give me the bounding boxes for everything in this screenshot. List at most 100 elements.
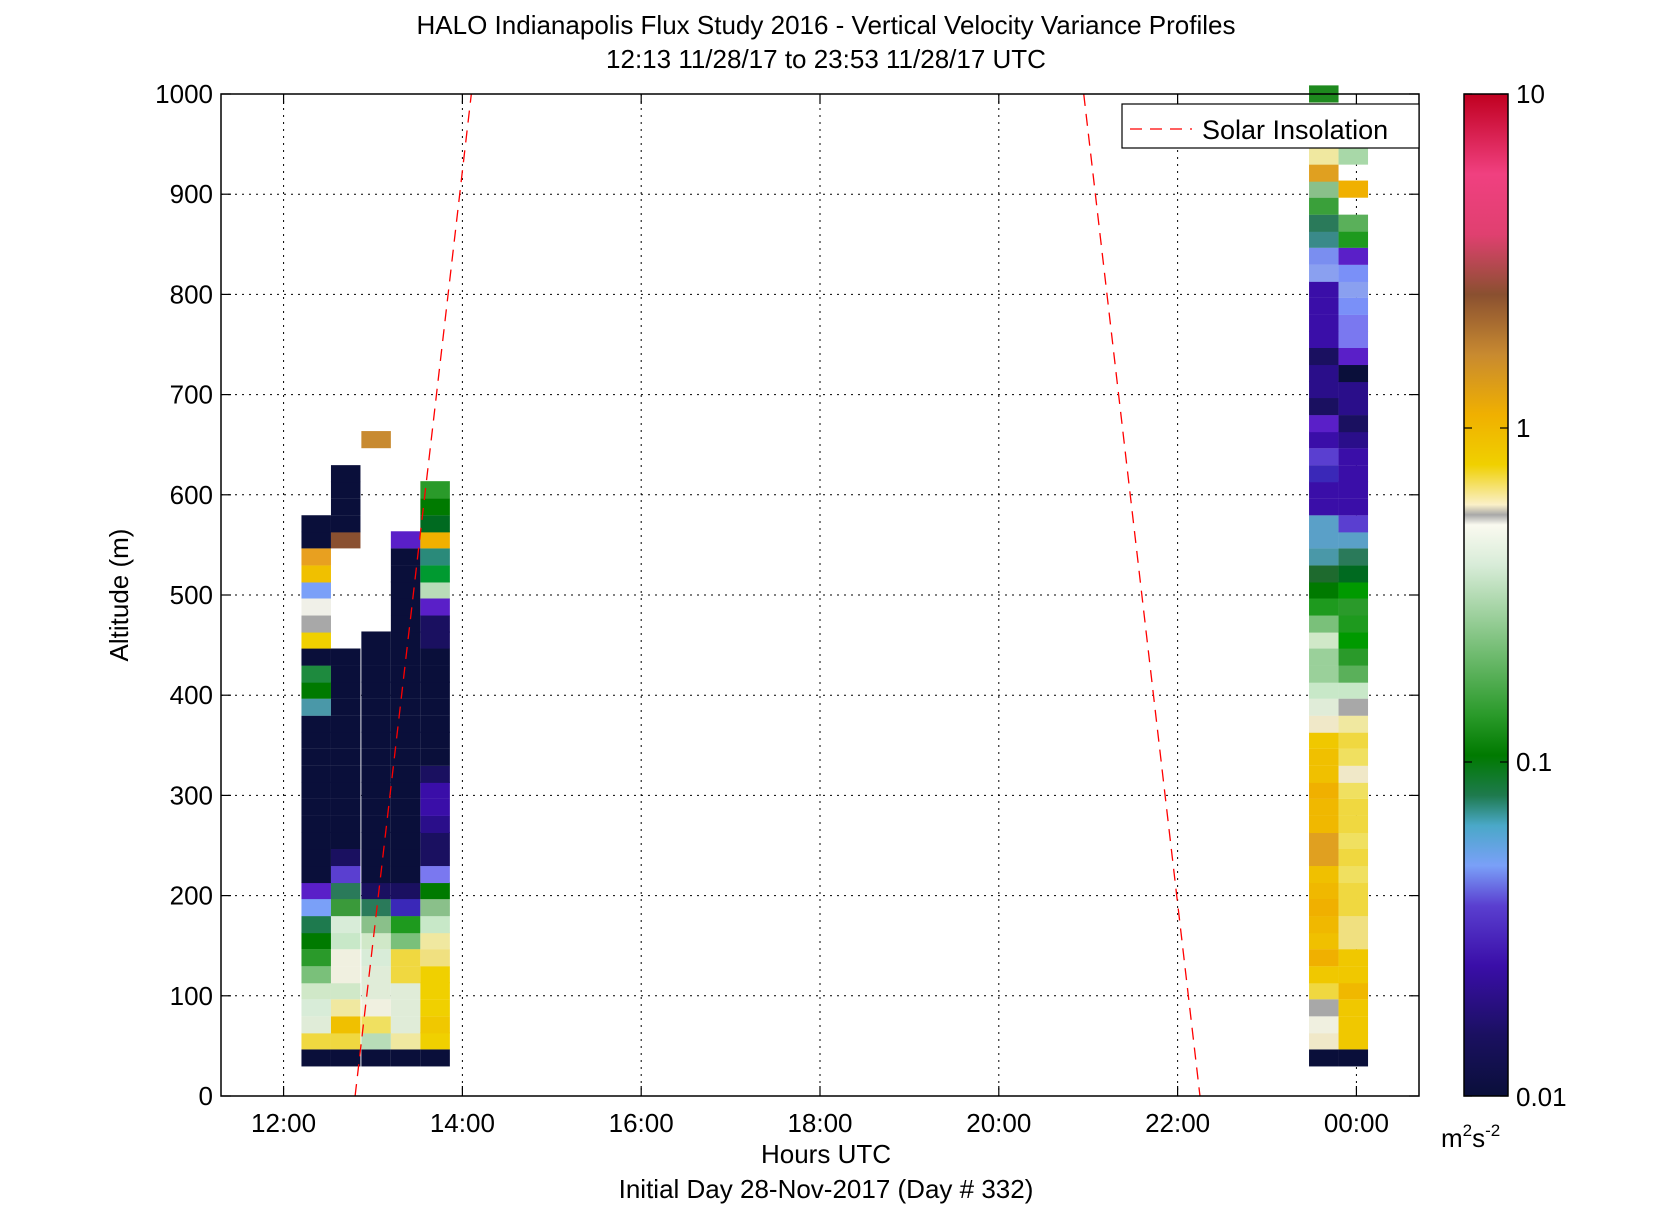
y-tick-label: 200: [170, 881, 213, 911]
heatmap-cell: [1338, 681, 1369, 699]
colorbar-tick-label: 10: [1516, 79, 1545, 109]
heatmap-cell: [1309, 765, 1339, 783]
x-axis: 12:00 14:00 16:00 18:00 20:00 22:00 00:00: [251, 94, 1389, 1138]
heatmap-cell: [361, 966, 391, 984]
heatmap-cell: [330, 698, 361, 716]
heatmap-cell: [330, 748, 361, 766]
heatmap-cell: [1338, 481, 1369, 499]
heatmap-cell: [390, 899, 421, 917]
heatmap-cell: [301, 715, 331, 733]
heatmap-cell: [1309, 781, 1339, 799]
heatmap-cell: [1338, 330, 1369, 349]
heatmap-cell: [420, 781, 450, 799]
heatmap-cell: [420, 848, 450, 867]
heatmap-cell: [330, 681, 361, 699]
heatmap-cell: [1338, 214, 1369, 232]
heatmap-cell: [390, 598, 421, 616]
heatmap-cell: [361, 899, 391, 917]
heatmap-cell: [1338, 1016, 1369, 1034]
heatmap-cell: [1338, 515, 1369, 533]
heatmap-cell: [361, 815, 391, 833]
heatmap-cell: [1309, 665, 1339, 683]
heatmap-cell: [420, 681, 450, 699]
heatmap-cell: [420, 698, 450, 716]
heatmap-cell: [1309, 598, 1339, 616]
heatmap-cell: [301, 515, 331, 533]
heatmap-cell: [1338, 916, 1369, 934]
heatmap-cell: [330, 982, 361, 1000]
heatmap-cell: [1338, 280, 1369, 298]
colorbar-gradient: [1463, 93, 1509, 1097]
y-axis-label: Altitude (m): [104, 529, 134, 662]
heatmap-cell: [330, 899, 361, 917]
heatmap-cell: [1309, 966, 1339, 984]
y-axis: 0 100 200 300 400 500 600 700 800 900 1000: [155, 79, 1419, 1111]
heatmap-cell: [420, 665, 450, 683]
colorbar-unit: m2s-2: [1441, 1121, 1500, 1153]
heatmap-cell: [1309, 865, 1339, 884]
colorbar-ticks: 0.01 0.1 1 10: [1464, 79, 1567, 1112]
heatmap-cell: [390, 765, 421, 783]
heatmap-cell: [390, 848, 421, 867]
heatmap-cell: [330, 531, 361, 549]
heatmap-cell: [330, 781, 361, 799]
heatmap-cell: [390, 881, 421, 900]
heatmap-cell: [1309, 297, 1339, 315]
heatmap-cell: [1338, 698, 1369, 716]
heatmap-cell: [361, 949, 391, 967]
heatmap-cell: [1309, 347, 1339, 366]
heatmap-cell: [1309, 481, 1339, 499]
heatmap-cell: [390, 781, 421, 799]
heatmap-cell: [390, 916, 421, 934]
heatmap-cell: [361, 831, 391, 850]
colorbar-tick-label: 0.1: [1516, 747, 1552, 777]
heatmap-cell: [1309, 565, 1339, 583]
heatmap-cell: [301, 1032, 331, 1050]
heatmap-cell: [1338, 398, 1369, 416]
heatmap-cell: [1338, 798, 1369, 816]
heatmap-cell: [1309, 731, 1339, 749]
heatmap-cell: [361, 698, 391, 716]
heatmap-cell: [390, 581, 421, 599]
heatmap-cell: [361, 648, 391, 666]
x-tick-label: 22:00: [1145, 1108, 1210, 1138]
heatmap-cell: [1338, 415, 1369, 433]
heatmap-cell: [420, 548, 450, 566]
heatmap-cell: [420, 966, 450, 984]
x-tick-label: 14:00: [430, 1108, 495, 1138]
heatmap-cell: [1309, 230, 1339, 248]
heatmap-cell: [1309, 615, 1339, 633]
heatmap-cell: [1338, 765, 1369, 783]
colorbar-tick-label: 0.01: [1516, 1082, 1567, 1112]
heatmap-cell: [361, 916, 391, 934]
heatmap-cell: [1338, 848, 1369, 867]
heatmap-cell: [1309, 247, 1339, 265]
heatmap-cell: [301, 899, 331, 917]
heatmap-cell: [1309, 448, 1339, 466]
heatmap-cell: [390, 982, 421, 1000]
heatmap-cell: [1338, 881, 1369, 900]
heatmap-cell: [420, 715, 450, 733]
x-tick-label: 16:00: [609, 1108, 674, 1138]
heatmap-cell: [330, 1049, 361, 1067]
y-tick-label: 0: [199, 1081, 213, 1111]
heatmap-cell: [301, 881, 331, 900]
heatmap-cell: [420, 631, 450, 649]
heatmap-cell: [301, 765, 331, 783]
heatmap-cell: [301, 848, 331, 867]
heatmap-cell: [390, 615, 421, 633]
heatmap-cell: [390, 1032, 421, 1050]
heatmap-cell: [1338, 431, 1369, 449]
heatmap-cell: [1309, 748, 1339, 766]
heatmap-cell: [301, 631, 331, 649]
heatmap-cell: [1338, 247, 1369, 265]
y-tick-label: 400: [170, 680, 213, 710]
heatmap-cell: [1309, 197, 1339, 215]
heatmap-cell: [330, 999, 361, 1017]
heatmap-cell: [1309, 999, 1339, 1017]
legend: Solar Insolation: [1121, 103, 1420, 149]
heatmap-cell: [1338, 1049, 1369, 1067]
heatmap-cell: [390, 698, 421, 716]
heatmap-cell: [361, 982, 391, 1000]
